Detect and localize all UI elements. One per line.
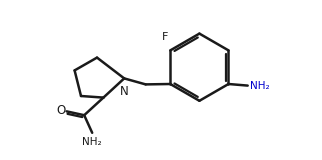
Text: NH₂: NH₂ <box>250 81 270 91</box>
Text: F: F <box>162 32 169 42</box>
Text: O: O <box>56 104 65 117</box>
Text: NH₂: NH₂ <box>82 137 102 147</box>
Text: N: N <box>120 85 128 98</box>
